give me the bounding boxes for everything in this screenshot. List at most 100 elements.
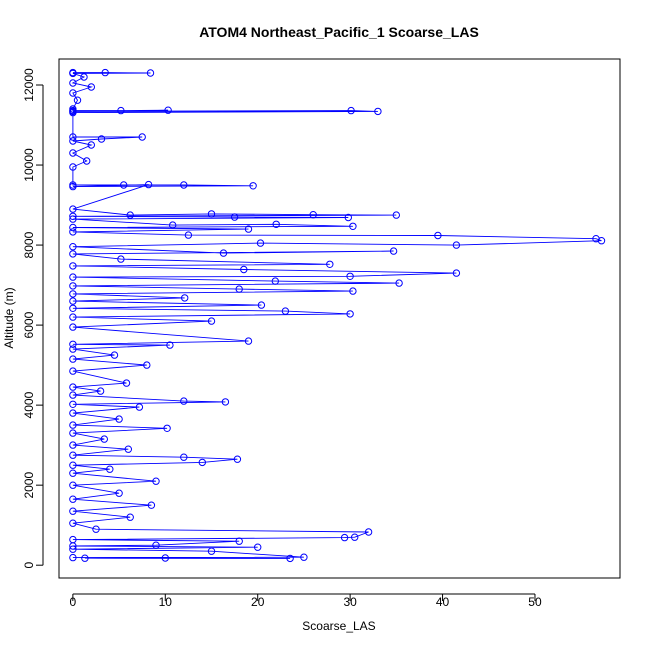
data-point: [240, 265, 248, 274]
data-point: [69, 383, 77, 391]
data-point: [69, 441, 77, 449]
data-point: [349, 222, 357, 231]
data-point: [452, 241, 461, 249]
data-point: [69, 205, 77, 213]
data-point: [69, 228, 77, 236]
data-point: [69, 391, 77, 399]
data-point: [126, 211, 134, 219]
data-point: [69, 137, 77, 145]
data-point: [180, 453, 188, 461]
data-point: [219, 249, 228, 257]
data-point: [147, 501, 156, 509]
data-point: [69, 451, 77, 459]
data-point: [69, 345, 77, 353]
data-point: [69, 212, 77, 221]
data-point: [392, 211, 400, 219]
data-point: [92, 525, 100, 533]
data-point: [347, 106, 355, 115]
data-point: [152, 541, 160, 549]
data-point: [166, 341, 174, 349]
series-line: [71, 72, 602, 559]
data-point: [180, 397, 188, 405]
data-point: [434, 231, 442, 240]
data-point: [180, 181, 188, 189]
data-point: [364, 528, 373, 536]
data-point: [152, 477, 160, 485]
y-tick-label: 12000: [22, 68, 36, 102]
data-point: [110, 351, 119, 359]
data-point: [69, 507, 77, 515]
data-point: [198, 458, 207, 467]
y-tick-label: 10000: [22, 148, 36, 182]
data-point: [122, 379, 131, 387]
data-point: [346, 272, 354, 280]
data-point: [207, 210, 216, 218]
data-point: [135, 403, 144, 411]
data-point: [124, 445, 133, 453]
data-point: [452, 269, 461, 277]
x-tick-label: 30: [343, 595, 357, 609]
data-point: [207, 547, 216, 555]
x-axis: 0 10 20 30 40 50: [70, 593, 542, 609]
data-point: [69, 340, 77, 348]
data-point: [69, 290, 77, 298]
data-point: [81, 554, 89, 562]
data-point: [117, 106, 125, 115]
data-point: [69, 429, 77, 437]
data-point: [143, 361, 151, 369]
data-point: [106, 465, 114, 473]
data-point: [244, 225, 253, 233]
data-point: [138, 133, 146, 141]
data-point: [69, 553, 77, 562]
data-point: [69, 421, 77, 429]
data-point: [344, 213, 352, 222]
data-point: [117, 255, 125, 263]
data-point: [69, 469, 77, 477]
data-point: [69, 481, 77, 489]
x-tick-label: 0: [70, 595, 77, 609]
data-point: [184, 231, 193, 239]
data-point: [256, 239, 265, 247]
data-point: [69, 149, 77, 157]
data-point: [164, 106, 172, 114]
data-point: [249, 182, 257, 190]
data-point: [120, 181, 128, 189]
y-tick-label: 8000: [22, 231, 36, 258]
data-point: [300, 553, 308, 561]
data-point: [69, 323, 77, 331]
data-point: [69, 108, 77, 117]
data-point: [100, 435, 109, 443]
data-point: [69, 400, 77, 408]
y-axis: 0 2000 4000 6000 8000 10000 12000: [22, 68, 44, 569]
x-tick-label: 50: [528, 595, 542, 609]
data-point: [96, 387, 105, 395]
data-point: [69, 355, 77, 363]
y-tick-label: 2000: [22, 472, 36, 499]
data-point: [69, 243, 77, 251]
data-point: [69, 133, 77, 141]
plot-area: [69, 68, 606, 563]
data-point: [69, 250, 77, 258]
x-axis-label: Scoarse_LAS: [302, 619, 375, 633]
data-point: [597, 237, 606, 245]
data-point: [244, 337, 253, 345]
data-point: [161, 554, 170, 562]
data-point: [221, 398, 230, 406]
data-point: [83, 157, 91, 165]
data-point: [69, 79, 77, 87]
data-point: [69, 262, 77, 270]
data-point: [326, 260, 334, 268]
data-point: [207, 317, 216, 325]
y-tick-label: 4000: [22, 391, 36, 418]
data-point: [346, 310, 354, 318]
data-point: [163, 424, 171, 432]
data-point: [69, 69, 77, 78]
data-point: [115, 415, 123, 423]
data-point: [271, 277, 279, 285]
data-point: [374, 107, 382, 116]
y-axis-label: Altitude (m): [2, 287, 16, 348]
data-point: [69, 545, 77, 553]
data-point: [340, 533, 349, 542]
